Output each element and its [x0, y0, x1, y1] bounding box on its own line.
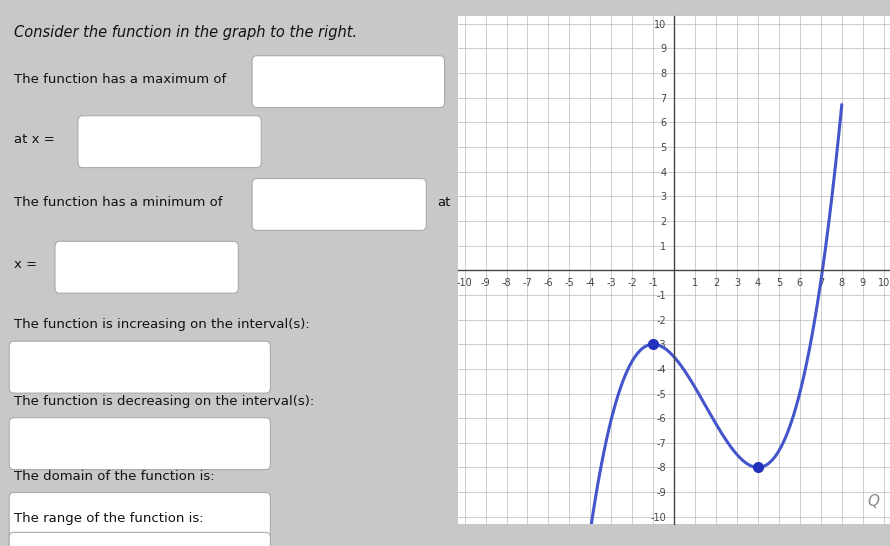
Text: The function has a minimum of: The function has a minimum of	[13, 195, 222, 209]
Text: The range of the function is:: The range of the function is:	[13, 512, 204, 525]
Text: at: at	[438, 195, 451, 209]
FancyBboxPatch shape	[9, 341, 271, 393]
Text: The domain of the function is:: The domain of the function is:	[13, 470, 214, 483]
FancyBboxPatch shape	[9, 418, 271, 470]
Text: Consider the function in the graph to the right.: Consider the function in the graph to th…	[13, 25, 357, 39]
FancyBboxPatch shape	[55, 241, 239, 293]
Text: The function is decreasing on the interval(s):: The function is decreasing on the interv…	[13, 395, 314, 408]
FancyBboxPatch shape	[78, 116, 262, 168]
FancyBboxPatch shape	[9, 492, 271, 544]
FancyBboxPatch shape	[252, 179, 426, 230]
Text: The function is increasing on the interval(s):: The function is increasing on the interv…	[13, 318, 310, 331]
FancyBboxPatch shape	[252, 56, 445, 108]
Text: x =: x =	[13, 258, 36, 271]
Text: The function has a maximum of: The function has a maximum of	[13, 73, 226, 86]
Text: at x =: at x =	[13, 133, 54, 146]
FancyBboxPatch shape	[9, 532, 271, 546]
Text: Q: Q	[868, 494, 879, 509]
